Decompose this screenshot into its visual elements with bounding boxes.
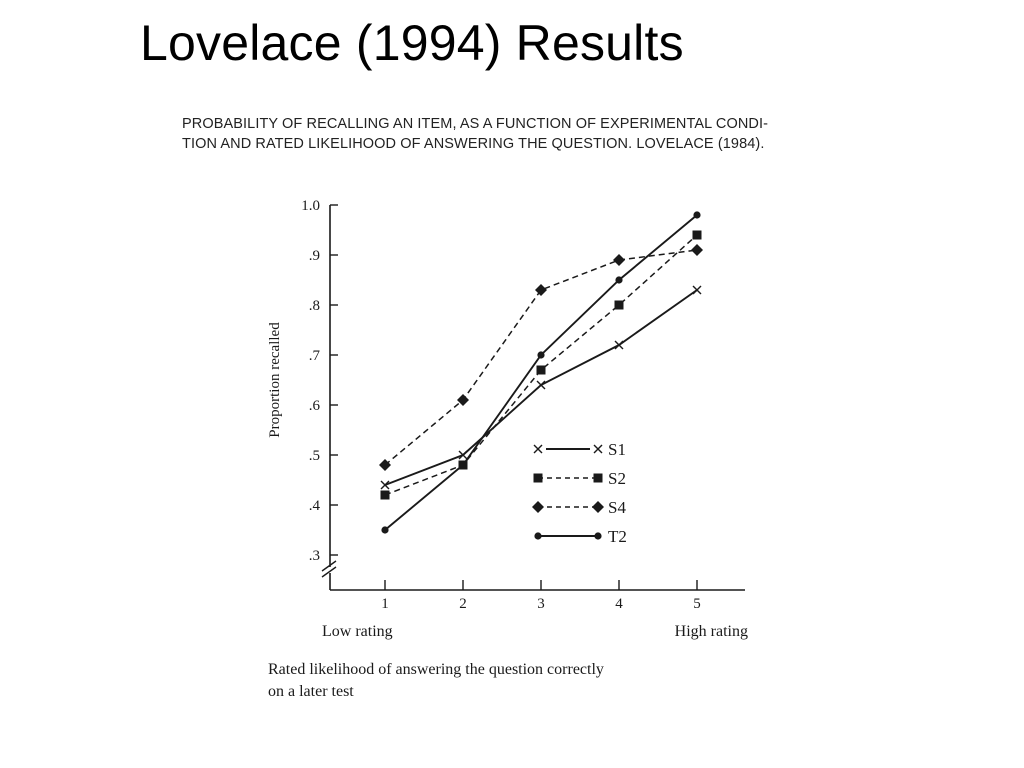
point-s1-stroke — [692, 285, 702, 295]
y-tick-label: .7 — [309, 348, 321, 364]
point-s2 — [380, 490, 390, 500]
x-tick-label: 4 — [615, 596, 623, 612]
legend-label-s4: S4 — [608, 498, 626, 517]
legend-marker-t2 — [534, 532, 542, 540]
x-tick-label: 1 — [381, 596, 389, 612]
point-s4 — [379, 459, 391, 471]
figure-caption-line-2: TION AND RATED LIKELIHOOD OF ANSWERING T… — [182, 136, 765, 152]
series-line-s2 — [384, 234, 698, 496]
y-axis-break-mark — [321, 566, 337, 578]
point-s1 — [458, 450, 468, 460]
point-s4 — [613, 254, 625, 266]
y-tick-label: .5 — [309, 448, 320, 464]
legend-marker-s1-stroke — [533, 444, 543, 454]
x-axis-title-line: on a later test — [268, 683, 354, 700]
point-s1 — [380, 480, 390, 490]
chart-axis-labels: Low rating High rating Rated likelihood of… — [267, 322, 748, 700]
y-tick-label: .8 — [309, 298, 320, 314]
point-s1 — [536, 380, 546, 390]
legend-marker-s1 — [593, 444, 603, 454]
chart-series-markers — [379, 211, 703, 534]
x-high-rating-label: High rating — [675, 623, 748, 640]
x-tick-label: 3 — [537, 596, 545, 612]
point-t2 — [381, 526, 389, 534]
y-tick-label: .4 — [309, 498, 321, 514]
x-tick-label: 2 — [459, 596, 467, 612]
x-low-rating-label: Low rating — [322, 623, 393, 640]
figure-caption-line-1: PROBABILITY OF RECALLING AN ITEM, AS A F… — [182, 116, 769, 132]
legend-label-s2: S2 — [608, 469, 626, 488]
y-tick-label: .9 — [309, 248, 320, 264]
figure-caption: PROBABILITY OF RECALLING AN ITEM, AS A F… — [182, 114, 768, 154]
point-s4 — [457, 394, 469, 406]
y-axis-break-mark — [321, 560, 337, 572]
x-axis-title-line: Rated likelihood of answering the questi… — [268, 661, 604, 678]
y-tick-label: 1.0 — [301, 198, 320, 214]
legend-label-t2: T2 — [608, 527, 627, 546]
point-s1 — [692, 285, 702, 295]
series-line-s1 — [384, 289, 698, 486]
point-s1-stroke — [380, 480, 390, 490]
y-tick-label: .3 — [309, 548, 320, 564]
x-tick-label: 5 — [693, 596, 701, 612]
point-t2 — [459, 461, 467, 469]
legend-marker-s4 — [592, 501, 604, 513]
y-axis-title: Proportion recalled — [267, 322, 283, 438]
point-s2 — [692, 230, 702, 240]
legend-marker-s2 — [533, 473, 543, 483]
point-s1-stroke — [614, 340, 624, 350]
point-t2 — [537, 351, 545, 359]
legend-label-s1: S1 — [608, 440, 626, 459]
point-s1-stroke — [458, 450, 468, 460]
chart-axes: 1.0 .9 .8 .7 .6 .5 .4 .3 1 2 3 4 5 — [301, 198, 745, 612]
point-s4 — [535, 284, 547, 296]
point-s1-stroke — [536, 380, 546, 390]
point-s1 — [614, 340, 624, 350]
slide-title: Lovelace (1994) Results — [140, 15, 684, 71]
legend-marker-s4 — [532, 501, 544, 513]
point-t2 — [615, 276, 623, 284]
point-s2 — [614, 300, 624, 310]
point-s2 — [536, 365, 546, 375]
y-tick-label: .6 — [309, 398, 321, 414]
legend-marker-s2 — [593, 473, 603, 483]
chart-legend: S1 S2 S4 T2 — [532, 440, 627, 546]
point-t2 — [693, 211, 701, 219]
legend-marker-s1 — [533, 444, 543, 454]
point-s4 — [691, 244, 703, 256]
legend-marker-t2 — [594, 532, 602, 540]
legend-marker-s1-stroke — [593, 444, 603, 454]
